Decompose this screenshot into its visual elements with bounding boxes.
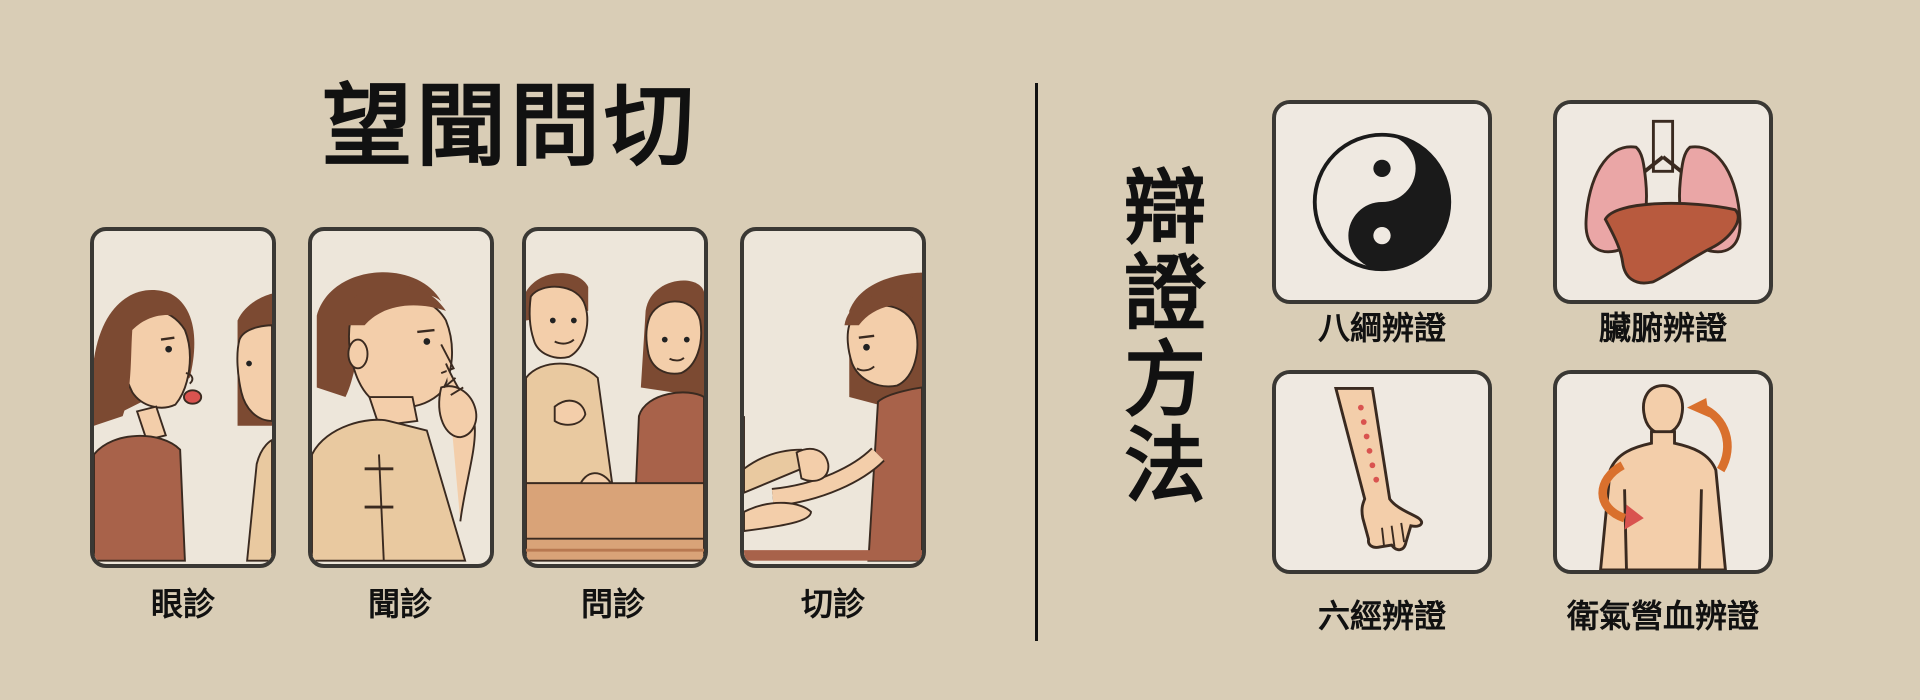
panel-palpation [740, 227, 926, 568]
panel-eye-diagnosis [90, 227, 276, 568]
illustration-pulse-taking [744, 234, 922, 562]
panel-listening-smelling [308, 227, 494, 568]
illustration-tongue-inspection [94, 234, 272, 562]
arm-meridian-icon [1276, 374, 1488, 570]
yin-yang-icon [1276, 104, 1488, 300]
method-eight-principles [1272, 100, 1492, 304]
method-six-channels [1272, 370, 1492, 574]
lungs-liver-icon [1557, 104, 1769, 300]
label-eight-principles: 八綱辨證 [1317, 309, 1446, 347]
illustration-smelling [312, 234, 490, 562]
label-palpation: 切診 [800, 585, 865, 623]
vertical-title-char: 方 [1123, 333, 1206, 428]
method-wei-qi-ying-xue [1553, 370, 1773, 574]
label-six-channels: 六經辨證 [1317, 597, 1446, 635]
label-eye-diagnosis: 眼診 [150, 585, 215, 623]
label-organs: 臟腑辨證 [1598, 309, 1727, 347]
vertical-title-char: 辯 [1123, 161, 1206, 256]
label-wei-qi-ying-xue: 衛氣營血辨證 [1566, 597, 1759, 635]
illustration-inquiry [526, 234, 704, 562]
method-organs [1553, 100, 1773, 304]
label-inquiry: 問診 [580, 585, 645, 623]
vertical-title-char: 證 [1123, 247, 1206, 342]
vertical-title: 辯 證 方 法 [1120, 168, 1210, 508]
label-listening-smelling: 聞診 [367, 585, 432, 623]
body-circulation-icon [1557, 374, 1769, 570]
vertical-title-char: 法 [1123, 419, 1206, 514]
main-title: 望聞問切 [322, 74, 698, 179]
section-divider [1035, 83, 1038, 641]
panel-inquiry [522, 227, 708, 568]
